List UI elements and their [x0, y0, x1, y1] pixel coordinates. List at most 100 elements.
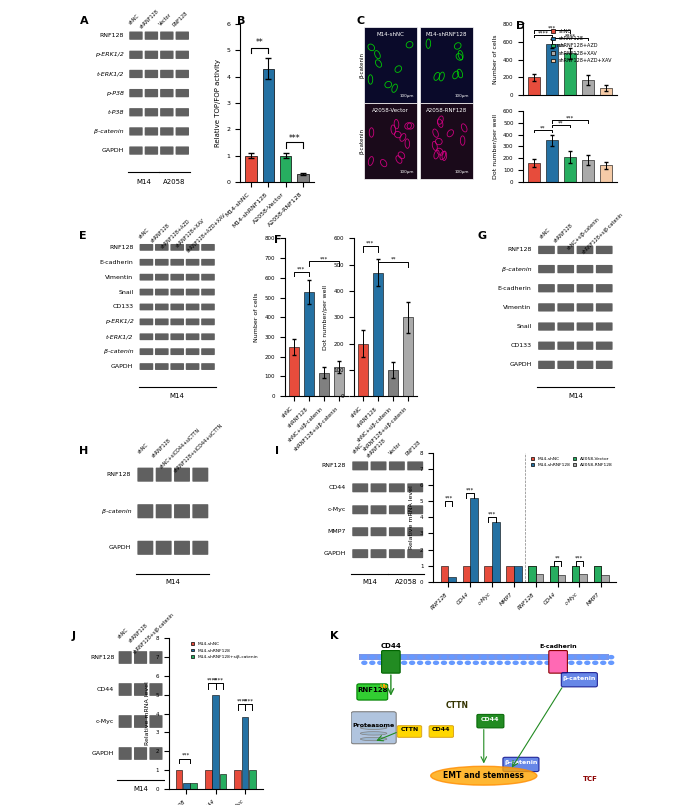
- FancyBboxPatch shape: [596, 361, 612, 369]
- Text: β-catenin: β-catenin: [360, 52, 364, 78]
- FancyBboxPatch shape: [201, 289, 215, 295]
- FancyBboxPatch shape: [129, 89, 142, 97]
- FancyBboxPatch shape: [175, 51, 189, 59]
- Text: D: D: [516, 21, 525, 31]
- Circle shape: [393, 661, 399, 665]
- Text: M14: M14: [165, 580, 180, 585]
- Text: E-cadherin: E-cadherin: [498, 286, 532, 291]
- Circle shape: [536, 655, 543, 659]
- Circle shape: [417, 661, 423, 665]
- FancyBboxPatch shape: [145, 127, 158, 135]
- Circle shape: [440, 655, 447, 659]
- FancyBboxPatch shape: [175, 147, 189, 155]
- FancyBboxPatch shape: [155, 363, 169, 370]
- FancyBboxPatch shape: [357, 684, 388, 700]
- Circle shape: [552, 655, 559, 659]
- FancyBboxPatch shape: [186, 363, 199, 370]
- Circle shape: [576, 661, 582, 665]
- FancyBboxPatch shape: [129, 147, 142, 155]
- Text: Vimentin: Vimentin: [105, 275, 134, 279]
- Circle shape: [377, 655, 384, 659]
- FancyBboxPatch shape: [129, 51, 142, 59]
- FancyBboxPatch shape: [155, 319, 169, 325]
- FancyBboxPatch shape: [186, 303, 199, 311]
- FancyBboxPatch shape: [145, 70, 158, 78]
- Text: RNF128: RNF128: [109, 245, 134, 250]
- Circle shape: [425, 655, 432, 659]
- Circle shape: [481, 661, 487, 665]
- FancyBboxPatch shape: [171, 349, 184, 355]
- FancyBboxPatch shape: [171, 274, 184, 281]
- Text: β-catenin: β-catenin: [104, 349, 134, 354]
- Circle shape: [417, 655, 423, 659]
- Circle shape: [488, 661, 495, 665]
- FancyBboxPatch shape: [175, 70, 189, 78]
- FancyBboxPatch shape: [171, 289, 184, 295]
- Circle shape: [504, 655, 511, 659]
- FancyBboxPatch shape: [160, 108, 173, 117]
- FancyBboxPatch shape: [558, 265, 574, 273]
- FancyBboxPatch shape: [186, 333, 199, 341]
- FancyBboxPatch shape: [155, 349, 169, 355]
- Text: E: E: [79, 230, 86, 241]
- FancyBboxPatch shape: [538, 341, 555, 350]
- Text: Proteasome: Proteasome: [353, 723, 395, 728]
- Text: GAPDH: GAPDH: [111, 364, 134, 369]
- FancyBboxPatch shape: [192, 504, 208, 518]
- Text: β-catenin: β-catenin: [504, 761, 538, 766]
- FancyBboxPatch shape: [538, 303, 555, 312]
- Circle shape: [473, 661, 479, 665]
- FancyBboxPatch shape: [174, 504, 190, 518]
- FancyBboxPatch shape: [382, 650, 400, 673]
- FancyBboxPatch shape: [145, 108, 158, 117]
- FancyBboxPatch shape: [577, 284, 593, 292]
- Text: A2058-RNF128: A2058-RNF128: [425, 108, 466, 113]
- Bar: [364, 103, 417, 179]
- Circle shape: [512, 661, 519, 665]
- Text: A: A: [80, 16, 89, 27]
- FancyBboxPatch shape: [171, 363, 184, 370]
- FancyBboxPatch shape: [129, 127, 142, 135]
- FancyBboxPatch shape: [186, 274, 199, 281]
- Text: shNC: shNC: [538, 227, 551, 240]
- Bar: [262, 69, 274, 182]
- Text: shNC: shNC: [128, 13, 140, 26]
- Circle shape: [369, 655, 375, 659]
- FancyBboxPatch shape: [577, 246, 593, 254]
- Circle shape: [521, 661, 527, 665]
- FancyBboxPatch shape: [140, 244, 153, 251]
- Circle shape: [409, 661, 415, 665]
- FancyBboxPatch shape: [155, 333, 169, 341]
- FancyBboxPatch shape: [155, 504, 172, 518]
- Text: shRNF128+AZD+XAV: shRNF128+AZD+XAV: [186, 213, 227, 254]
- Text: E-cadherin: E-cadherin: [539, 644, 577, 649]
- Circle shape: [433, 661, 439, 665]
- Text: M14: M14: [568, 393, 583, 399]
- FancyBboxPatch shape: [155, 259, 169, 266]
- FancyBboxPatch shape: [351, 712, 396, 744]
- FancyBboxPatch shape: [397, 725, 422, 737]
- Text: M14: M14: [170, 393, 185, 399]
- Text: p-ERK1/2: p-ERK1/2: [95, 52, 124, 57]
- Text: CD44: CD44: [432, 728, 451, 733]
- FancyBboxPatch shape: [145, 51, 158, 59]
- Text: M14-shRNF128: M14-shRNF128: [425, 32, 467, 37]
- Circle shape: [433, 655, 439, 659]
- Text: shRNF128: shRNF128: [553, 223, 575, 244]
- FancyBboxPatch shape: [155, 541, 172, 555]
- FancyBboxPatch shape: [201, 303, 215, 311]
- FancyBboxPatch shape: [186, 349, 199, 355]
- FancyBboxPatch shape: [155, 274, 169, 281]
- Text: I: I: [275, 446, 279, 456]
- Text: β-catenin: β-catenin: [95, 129, 124, 134]
- FancyBboxPatch shape: [538, 284, 555, 292]
- Ellipse shape: [360, 737, 387, 741]
- FancyBboxPatch shape: [558, 323, 574, 331]
- FancyBboxPatch shape: [129, 31, 142, 39]
- Text: RNF128: RNF128: [357, 687, 388, 693]
- Text: shNC: shNC: [138, 227, 151, 240]
- FancyBboxPatch shape: [596, 284, 612, 292]
- FancyBboxPatch shape: [160, 89, 173, 97]
- Circle shape: [449, 655, 455, 659]
- Circle shape: [393, 655, 399, 659]
